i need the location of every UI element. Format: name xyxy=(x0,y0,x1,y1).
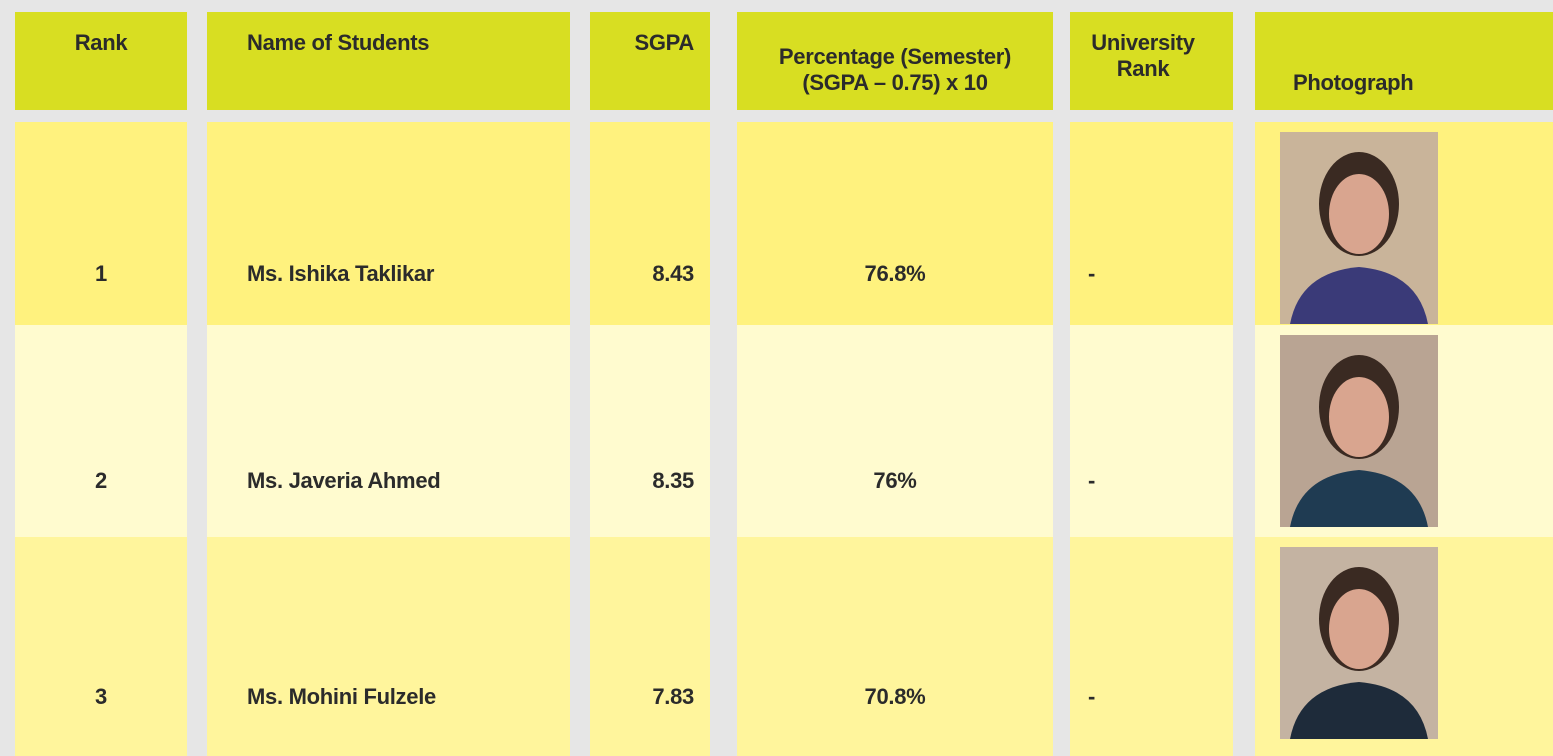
cell-text: Ms. Ishika Taklikar xyxy=(247,261,434,287)
table-cell: - xyxy=(1070,325,1233,537)
table-cell: - xyxy=(1070,122,1233,325)
table-cell: 8.35 xyxy=(590,325,710,537)
student-photo xyxy=(1280,547,1438,739)
cell-text: 3 xyxy=(95,684,107,710)
cell-text: 76.8% xyxy=(865,261,926,287)
cell-text: 7.83 xyxy=(652,684,694,710)
table-cell: Ms. Javeria Ahmed xyxy=(207,325,570,537)
cell-text: 8.35 xyxy=(652,468,694,494)
table-cell: 76.8% xyxy=(737,122,1053,325)
cell-text: - xyxy=(1088,468,1095,494)
table-cell: 1 xyxy=(15,122,187,325)
table-cell: Ms. Mohini Fulzele xyxy=(207,537,570,756)
student-photo xyxy=(1280,132,1438,324)
cell-text: 70.8% xyxy=(865,684,926,710)
header-cell: SGPA xyxy=(590,12,710,110)
cell-text: - xyxy=(1088,684,1095,710)
cell-text: 76% xyxy=(873,468,916,494)
header-cell: Photograph xyxy=(1255,12,1553,110)
cell-text: - xyxy=(1088,261,1095,287)
table-cell: 76% xyxy=(737,325,1053,537)
cell-text: 1 xyxy=(95,261,107,287)
table-cell: 8.43 xyxy=(590,122,710,325)
header-cell: University Rank xyxy=(1070,12,1233,110)
header-text: Percentage (Semester) xyxy=(779,44,1011,70)
header-text: SGPA xyxy=(634,30,694,56)
student-photo xyxy=(1280,335,1438,527)
table-cell: 7.83 xyxy=(590,537,710,756)
header-cell: Rank xyxy=(15,12,187,110)
page: Rank Name of Students SGPA Percentage (Seme… xyxy=(0,0,1553,756)
header-text: (SGPA – 0.75) x 10 xyxy=(802,70,987,96)
cell-text: 8.43 xyxy=(652,261,694,287)
header-text: Name of Students xyxy=(247,30,429,56)
table-cell: 3 xyxy=(15,537,187,756)
cell-text: 2 xyxy=(95,468,107,494)
header-text: Rank xyxy=(75,30,128,56)
header-text: Photograph xyxy=(1293,70,1413,96)
table-cell: 2 xyxy=(15,325,187,537)
table-cell: Ms. Ishika Taklikar xyxy=(207,122,570,325)
table-cell: 70.8% xyxy=(737,537,1053,756)
header-text: University Rank xyxy=(1088,30,1198,82)
header-cell: Percentage (Semester)(SGPA – 0.75) x 10 xyxy=(737,12,1053,110)
cell-text: Ms. Javeria Ahmed xyxy=(247,468,440,494)
header-cell: Name of Students xyxy=(207,12,570,110)
cell-text: Ms. Mohini Fulzele xyxy=(247,684,436,710)
table-cell: - xyxy=(1070,537,1233,756)
